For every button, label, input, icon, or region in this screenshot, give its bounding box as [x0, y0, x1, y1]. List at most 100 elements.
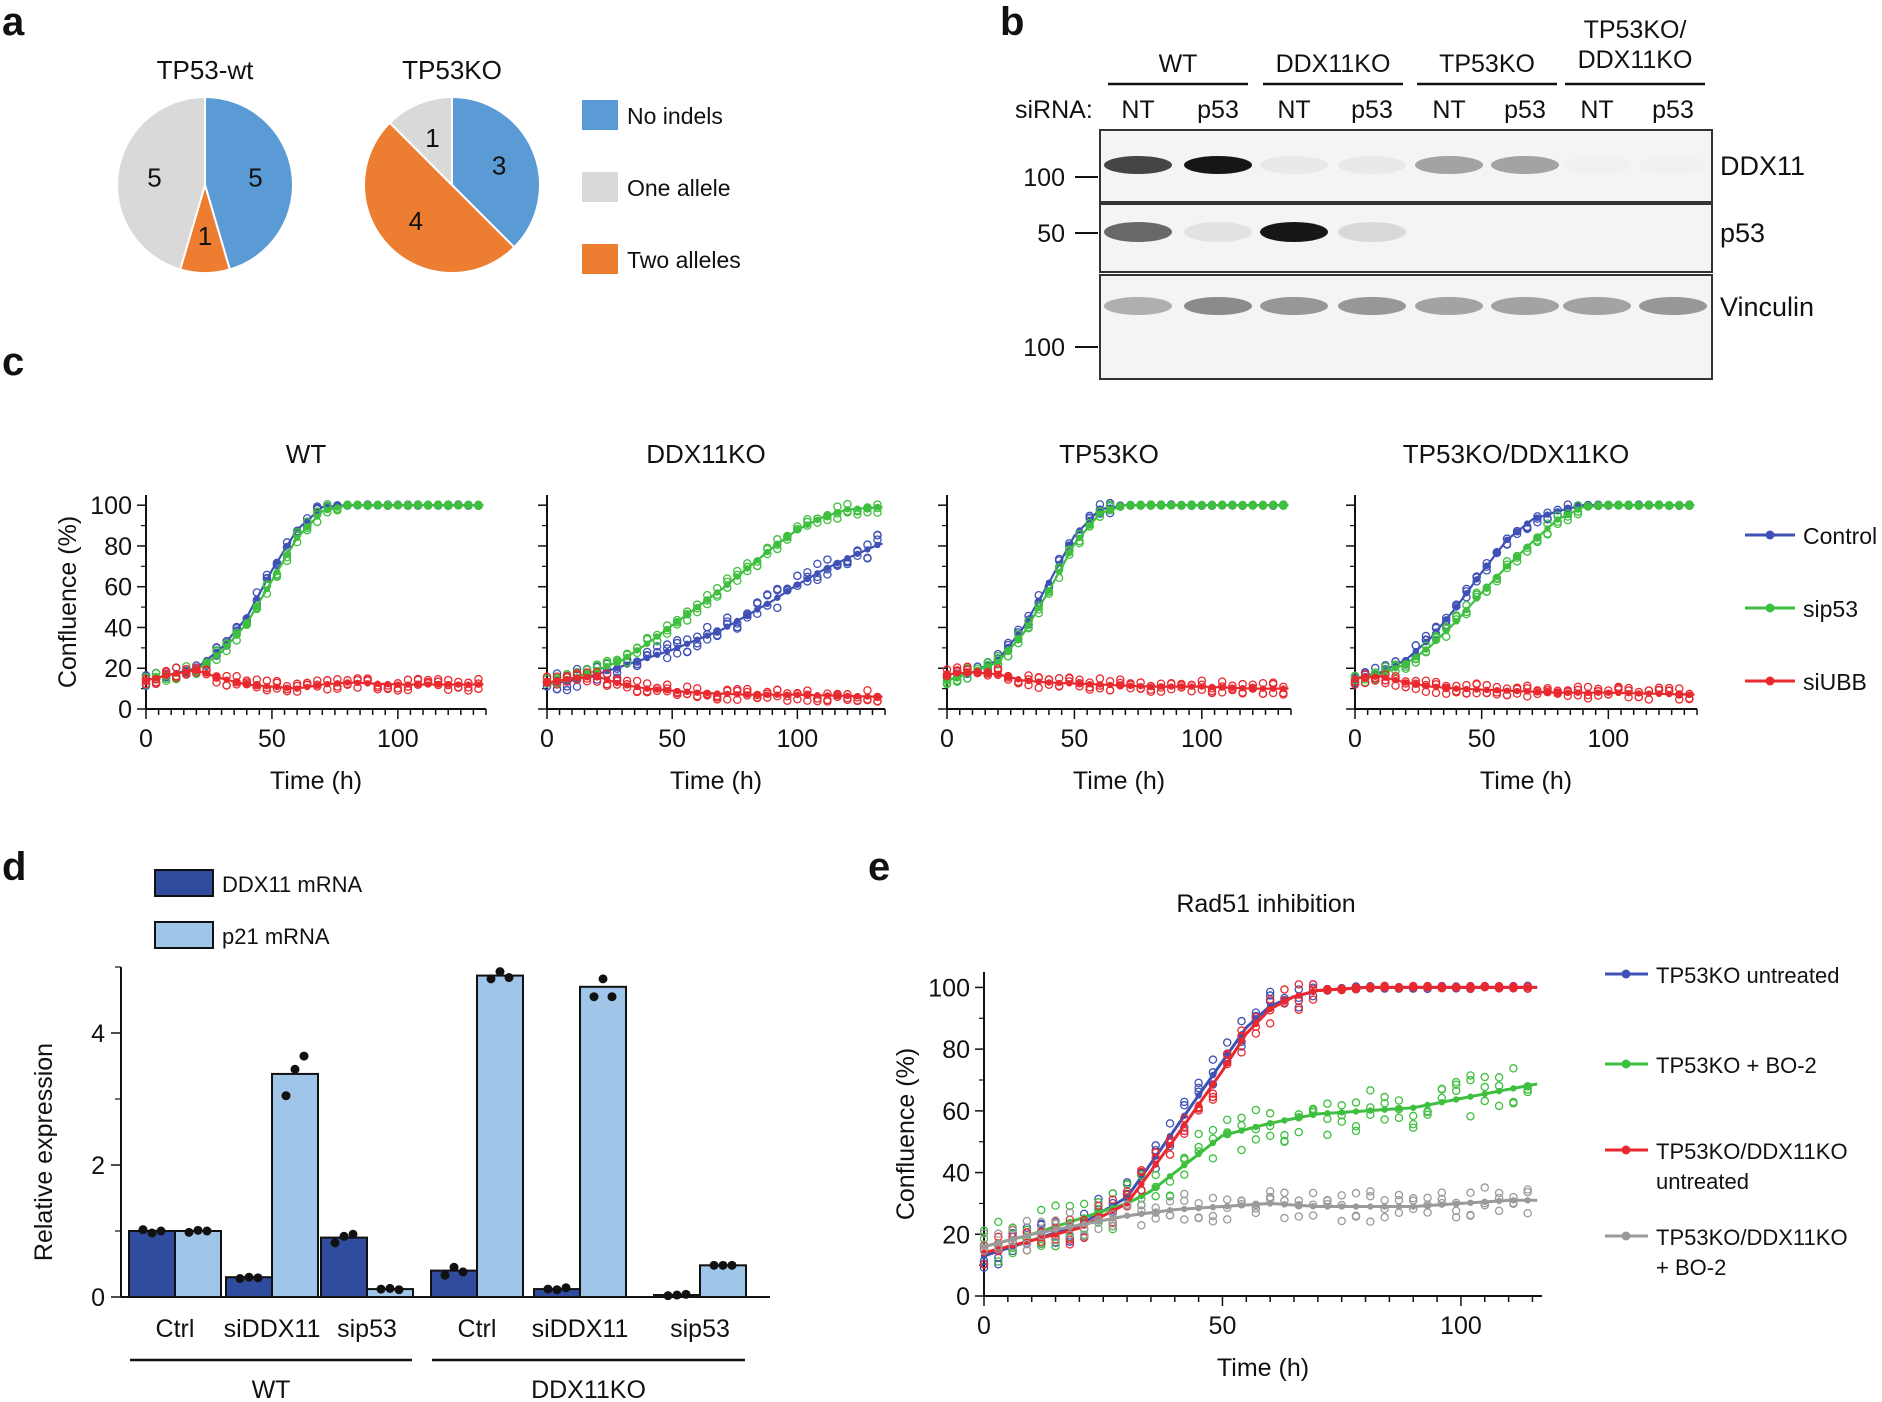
mean-point: [1351, 675, 1359, 682]
mean-point: [1338, 1109, 1345, 1116]
mean-point: [553, 677, 561, 685]
mean-point: [1266, 1005, 1274, 1013]
pie-chart-tp53-wt: TP53-wt 5 1 5: [116, 55, 294, 274]
y-tick-label: 4: [91, 1020, 105, 1048]
mean-point: [764, 691, 771, 698]
replicate-dot: [385, 1283, 395, 1293]
mean-point: [603, 676, 611, 683]
mean-point: [1605, 689, 1612, 696]
mean-point: [1584, 503, 1592, 511]
mean-point: [1195, 1092, 1202, 1099]
bar: [271, 1072, 319, 1299]
category-label: sip53: [337, 1315, 397, 1343]
mean-point: [633, 683, 641, 691]
mean-point: [1229, 501, 1236, 509]
mean-point: [1166, 1141, 1174, 1149]
mean-point: [1224, 1131, 1231, 1138]
mean-point: [203, 659, 210, 667]
replicate-point: [863, 554, 872, 563]
group-label: WT: [252, 1376, 291, 1402]
mean-point: [404, 681, 412, 688]
replicate-point: [783, 532, 792, 542]
mean-point: [943, 671, 951, 678]
replicate-point: [1494, 1073, 1504, 1082]
mean-point: [1281, 1201, 1288, 1208]
pie-slice: [363, 121, 516, 274]
x-tick-label: 50: [1468, 725, 1496, 753]
category-label: sip53: [670, 1315, 730, 1343]
replicate-point: [1265, 991, 1275, 1000]
replicate-point: [1251, 1135, 1261, 1144]
replicate-point: [1065, 1208, 1075, 1217]
mean-point: [1009, 1236, 1016, 1243]
replicate-dot: [184, 1227, 194, 1237]
mean-point: [445, 681, 452, 688]
mean-point: [173, 670, 180, 677]
replicate-point: [1265, 1131, 1275, 1141]
x-tick-label: 50: [1061, 725, 1089, 753]
mean-point: [465, 681, 472, 688]
replicate-point: [1431, 688, 1441, 698]
blot-group-label: DDX11KO: [1578, 46, 1693, 74]
blot-band: [1338, 297, 1406, 315]
replicate-point: [1036, 1241, 1046, 1251]
replicate-point: [1294, 1212, 1304, 1221]
mean-point: [1584, 689, 1592, 696]
mean-point: [1564, 511, 1572, 518]
mean-point: [1361, 674, 1369, 681]
mean-point: [152, 674, 160, 682]
mean-point: [684, 688, 691, 696]
mean-point: [1493, 573, 1501, 581]
replicate-point: [672, 636, 682, 645]
mean-point: [1157, 683, 1165, 690]
pie-title: TP53-wt: [157, 55, 255, 85]
replicate-point: [1494, 1188, 1504, 1198]
blot-band: [1184, 222, 1252, 242]
replicate-point: [1222, 1215, 1232, 1224]
legend-marker: [1621, 1145, 1631, 1155]
mean-point: [324, 506, 331, 514]
legend-swatch: [582, 172, 618, 202]
mean-point: [142, 677, 150, 684]
replicate-point: [662, 640, 672, 649]
replicate-point: [1180, 1097, 1189, 1107]
mean-point: [263, 682, 271, 690]
pie-slice-label: 5: [248, 163, 262, 193]
mean-point: [1209, 1081, 1217, 1088]
replicate-point: [1208, 1055, 1218, 1064]
pie-slice-label: 3: [492, 150, 506, 180]
replicate-point: [1366, 1187, 1375, 1196]
replicate-point: [1294, 1003, 1304, 1012]
mean-point: [314, 508, 321, 515]
mean-point: [643, 685, 651, 692]
replicate-point: [1251, 1105, 1261, 1115]
y-axis-label: Relative expression: [30, 1043, 58, 1261]
mean-point: [1208, 501, 1216, 509]
mean-point: [1035, 604, 1042, 612]
mean-point: [1625, 689, 1632, 697]
replicate-point: [1237, 1048, 1246, 1057]
mean-point: [1259, 685, 1267, 692]
mean-point: [394, 501, 402, 509]
mean-point: [953, 670, 961, 677]
replicate-point: [632, 676, 642, 686]
mean-point: [1096, 681, 1104, 688]
replicate-dot: [281, 1091, 291, 1101]
mean-point: [1052, 1231, 1059, 1238]
pie-slice: [116, 95, 206, 271]
replicate-point: [773, 603, 782, 613]
series-line: [145, 504, 484, 682]
mean-point: [1432, 683, 1440, 691]
mean-point: [794, 691, 801, 698]
replicate-dot: [589, 992, 599, 1002]
mean-point: [1025, 621, 1032, 629]
mean-point: [784, 691, 791, 698]
replicate-point: [1208, 1089, 1218, 1098]
replicate-point: [1308, 1188, 1318, 1198]
y-tick-label: 0: [91, 1284, 105, 1312]
replicate-point: [1480, 1082, 1490, 1092]
mean-point: [1467, 1093, 1474, 1100]
mean-point: [593, 673, 601, 680]
replicate-point: [1222, 1195, 1232, 1204]
mean-point: [814, 516, 821, 524]
